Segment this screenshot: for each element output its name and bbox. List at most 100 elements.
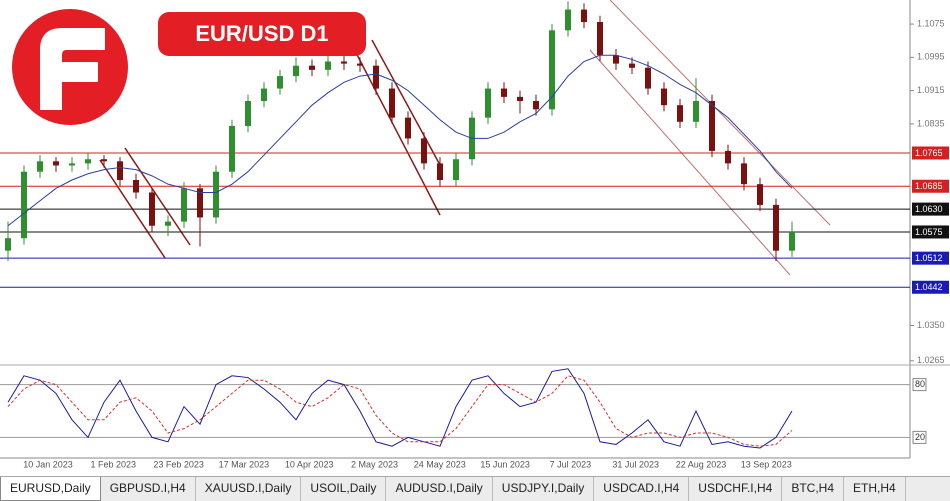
x-tick-label: 10 Apr 2023 — [285, 459, 334, 469]
title-box — [158, 12, 366, 56]
y-tick-label: 1.1075 — [917, 18, 945, 28]
candle-body — [69, 163, 75, 166]
symbol-tab[interactable]: GBPUSD.I,H4 — [101, 477, 196, 501]
candle-body — [565, 9, 571, 31]
candle-body — [773, 204, 779, 251]
candle-body — [309, 65, 315, 70]
candle-body — [405, 117, 411, 139]
channel-line — [589, 49, 791, 276]
level-label: 1.0575 — [915, 227, 943, 237]
level-box — [912, 280, 949, 294]
tab-bar: EURUSD,Daily GBPUSD.I,H4 XAUUSD.I,Daily USO… — [0, 476, 950, 501]
candle-body — [229, 125, 235, 172]
symbol-tab[interactable]: USOIL,Daily — [301, 477, 387, 501]
candle-body — [53, 161, 59, 166]
candle-body — [325, 61, 331, 70]
y-tick-label: 20 — [915, 432, 925, 442]
symbol-tab[interactable]: EURUSD,Daily — [0, 477, 101, 501]
oscillator-line — [7, 375, 793, 447]
moving-average — [7, 54, 793, 227]
trend-line — [124, 147, 191, 246]
x-tick-label: 7 Jul 2023 — [550, 459, 592, 469]
candle-body — [789, 231, 795, 251]
candle-body — [277, 76, 283, 89]
candle-body — [85, 159, 91, 164]
x-tick-label: 10 Jan 2023 — [23, 459, 73, 469]
y-tick-label: 1.0915 — [917, 85, 945, 95]
y-tick-label: 80 — [915, 379, 925, 389]
level-label: 1.0630 — [915, 204, 943, 214]
x-tick-label: 31 Jul 2023 — [612, 459, 659, 469]
candle-body — [149, 192, 155, 226]
candle-body — [245, 101, 251, 126]
level-label: 1.0512 — [915, 253, 943, 263]
candle-body — [117, 161, 123, 181]
candle-body — [373, 65, 379, 89]
candle-body — [581, 9, 587, 23]
level-label: 1.0765 — [915, 148, 943, 158]
candle-body — [613, 55, 619, 64]
symbol-tab[interactable]: USDCAD.I,H4 — [594, 477, 690, 501]
candle-body — [165, 221, 171, 226]
x-tick-label: 2 May 2023 — [351, 459, 398, 469]
candle-body — [181, 188, 187, 222]
oscillator-line — [7, 368, 793, 449]
candle-body — [725, 150, 731, 164]
y-tick-label: 1.0995 — [917, 52, 945, 62]
x-tick-label: 24 May 2023 — [414, 459, 466, 469]
candle-body — [5, 238, 11, 251]
background — [0, 0, 950, 476]
y-tick-label: 1.0835 — [917, 118, 945, 128]
symbol-tab[interactable]: XAUUSD.I,Daily — [196, 477, 302, 501]
symbol-tab[interactable]: USDJPY.I,Daily — [493, 477, 595, 501]
candle-body — [357, 63, 363, 66]
candle-body — [597, 22, 603, 56]
x-tick-label: 13 Sep 2023 — [741, 459, 792, 469]
y-tick-box — [912, 378, 927, 392]
channel — [589, 0, 831, 276]
y-tick-label: 1.0350 — [917, 320, 945, 330]
candle-body — [485, 88, 491, 118]
x-tick-label: 1 Feb 2023 — [91, 459, 137, 469]
x-tick-label: 23 Feb 2023 — [153, 459, 204, 469]
candle-body — [437, 163, 443, 181]
candle-body — [101, 159, 107, 162]
symbol-tab[interactable]: BTC,H4 — [782, 477, 844, 501]
candle-body — [709, 101, 715, 151]
logo-mark — [40, 28, 105, 110]
level-box — [912, 251, 949, 265]
x-tick-label: 17 Mar 2023 — [219, 459, 270, 469]
level-label: 1.0442 — [915, 282, 943, 292]
candle-body — [21, 171, 27, 239]
candle-body — [517, 96, 523, 102]
x-tick-label: 15 Jun 2023 — [480, 459, 530, 469]
candle-body — [693, 101, 699, 122]
level-box — [912, 146, 949, 160]
chart: 1.1075 1.0995 1.0915 1.0835 1.0350 1.0265 1.07… — [0, 0, 950, 476]
candle-body — [421, 138, 427, 164]
candle-body — [133, 180, 139, 193]
trend-line — [371, 39, 441, 166]
x-tick-label: 22 Aug 2023 — [676, 459, 727, 469]
candle-body — [261, 88, 267, 102]
channel-line — [609, 0, 831, 226]
level-box — [912, 202, 949, 216]
candle-body — [533, 101, 539, 110]
symbol-tab[interactable]: AUDUSD.I,Daily — [386, 477, 493, 501]
candle-body — [645, 67, 651, 89]
level-box — [912, 225, 949, 239]
candle-body — [341, 61, 347, 64]
symbol-tab[interactable]: ETH,H4 — [844, 477, 906, 501]
symbol-tab[interactable]: USDCHF.I,H4 — [689, 477, 783, 501]
y-tick-box — [912, 430, 927, 444]
candle-body — [389, 88, 395, 118]
level-label: 1.0685 — [915, 181, 943, 191]
y-tick-label: 1.0265 — [917, 355, 945, 365]
candle-body — [453, 159, 459, 181]
candle-body — [501, 88, 507, 97]
level-box — [912, 179, 949, 193]
candle-body — [197, 188, 203, 218]
chart-title: EUR/USD D1 — [195, 21, 328, 46]
candle-body — [677, 105, 683, 122]
